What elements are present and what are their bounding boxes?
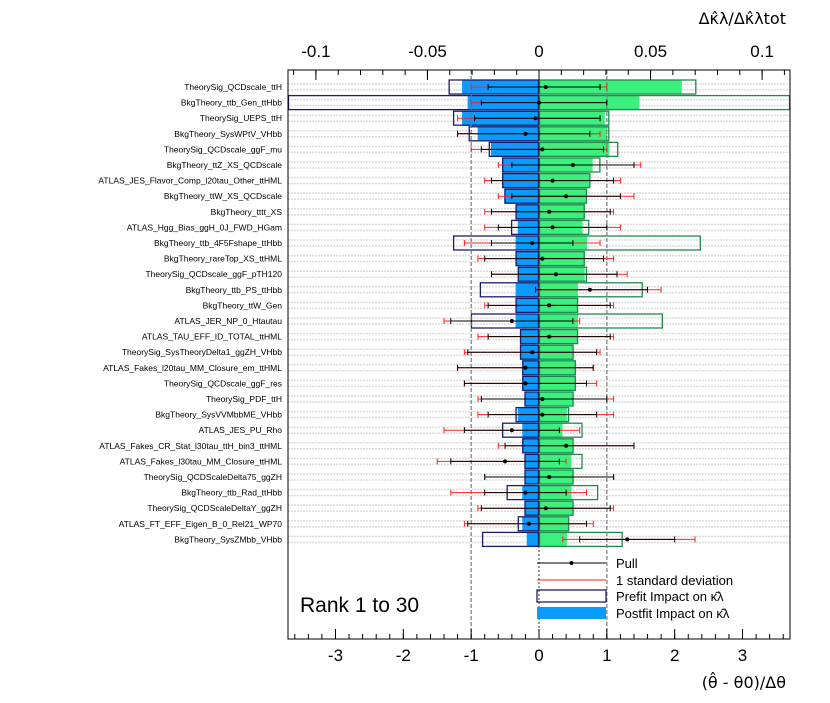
parameter-label: TheorySig_QCDscale_ggF_mu	[164, 144, 282, 154]
pull-marker	[537, 100, 541, 105]
bottom-axis-tick-label: 2	[670, 646, 679, 665]
parameter-label: TheorySig_QCDscale_ttH	[184, 82, 282, 92]
parameter-label: BkgTheory_SysWPtV_VHbb	[174, 129, 282, 139]
pull-marker	[543, 506, 548, 511]
pull-marker	[550, 225, 555, 230]
parameter-label: TheorySig_QCDScaleDelta75_ggZH	[144, 472, 282, 482]
parameter-label: ATLAS_JES_Flavor_Comp_l20tau_Other_ttHML	[98, 176, 282, 186]
top-axis-tick-label: 0.05	[634, 42, 667, 61]
bottom-axis-tick-label: -3	[328, 646, 343, 665]
top-axis-tick-label: -0.05	[408, 42, 447, 61]
legend-label-prefit: Prefit Impact on κ̂λ	[616, 589, 724, 604]
rank-label: Rank 1 to 30	[300, 594, 420, 617]
legend-postfit-symbol	[537, 607, 606, 619]
pull-marker	[543, 85, 548, 89]
legend-label-sigma: 1 standard deviation	[616, 573, 733, 588]
top-axis-tick-label: -0.1	[301, 42, 330, 61]
parameter-label: TheorySig_QCDScaleDeltaY_ggZH	[147, 503, 282, 513]
legend-pull-marker	[569, 561, 574, 565]
parameter-label: BkgTheory_tttt_XS	[211, 207, 283, 217]
pull-marker	[564, 443, 569, 448]
bottom-axis-tick-label: -2	[396, 646, 411, 665]
pull-marker	[547, 303, 552, 308]
top-axis-title: Δκ̂λ/Δκ̂λtot	[699, 9, 786, 28]
parameter-label: BkgTheory_ttb_Gen_ttHbb	[181, 98, 282, 108]
bottom-axis-tick-label: 3	[738, 646, 747, 665]
parameter-label: BkgTheory_SysVVMbbME_VHbb	[155, 410, 282, 420]
pull-marker	[540, 397, 545, 401]
parameter-label: BkgTheory_rareTop_XS_ttHML	[164, 254, 282, 264]
pull-marker	[523, 365, 528, 370]
pull-marker	[550, 178, 555, 183]
pull-marker	[547, 209, 552, 214]
parameter-label: BkgTheory_ttb_PS_ttHbb	[186, 285, 283, 295]
top-axis-tick-label: 0.1	[750, 42, 774, 61]
parameter-label: ATLAS_Fakes_CR_Stat_l30tau_ttH_bin3_ttHM…	[99, 441, 282, 451]
parameter-label: BkgTheory_ttb_Rad_ttHbb	[181, 488, 282, 498]
pull-marker	[553, 272, 558, 277]
pull-marker	[523, 381, 528, 386]
postfit-impact-down	[526, 531, 539, 547]
postfit-impact-up	[539, 531, 567, 547]
parameter-label: BkgTheory_ttZ_XS_QCDscale	[167, 160, 283, 170]
parameter-label: ATLAS_TAU_EFF_ID_TOTAL_ttHML	[142, 332, 282, 342]
pull-marker	[540, 256, 545, 261]
legend-prefit-symbol	[536, 589, 607, 603]
pull-marker	[526, 521, 531, 526]
parameter-label: BkgTheory_SysZMbb_VHbb	[174, 534, 282, 544]
parameter-label: ATLAS_FT_EFF_Eigen_B_0_Rel21_WP70	[119, 519, 283, 529]
pull-marker	[570, 163, 575, 167]
pull-marker	[587, 287, 592, 292]
bottom-axis-tick-label: 0	[534, 646, 543, 665]
parameter-label: BkgTheory_ttb_4F5Fshape_ttHbb	[154, 238, 282, 248]
pull-marker	[540, 412, 545, 417]
pull-marker	[533, 116, 538, 121]
parameter-label: TheorySig_UEPS_ttH	[200, 113, 282, 123]
parameter-label: ATLAS_Hgg_Bias_ggH_0J_FWD_HGam	[127, 222, 282, 232]
parameter-label: TheorySig_QCDscale_ggF_pTH120	[145, 269, 282, 279]
parameter-label: TheorySig_SysTheoryDelta1_ggZH_VHbb	[122, 347, 282, 357]
bottom-axis-tick-label: 1	[602, 646, 611, 665]
pull-marker	[530, 241, 535, 245]
pull-marker	[509, 428, 514, 433]
pull-marker	[540, 147, 545, 152]
postfit-impact-up	[539, 79, 682, 95]
bottom-axis-tick-label: -1	[464, 646, 479, 665]
pull-marker	[523, 490, 528, 495]
pull-marker	[625, 537, 630, 542]
parameter-label: TheorySig_QCDscale_ggF_res	[164, 378, 282, 388]
parameter-label: TheorySig_PDF_ttH	[206, 394, 282, 404]
pull-marker	[564, 194, 569, 199]
pull-marker	[547, 334, 552, 339]
postfit-impact-down	[515, 282, 539, 298]
parameter-label: ATLAS_Fakes_l20tau_MM_Closure_em_ttHML	[103, 363, 282, 373]
pull-marker	[530, 350, 535, 355]
parameter-label: ATLAS_Fakes_l30tau_MM_Closure_ttHML	[120, 456, 283, 466]
parameter-label: ATLAS_JER_NP_0_Htautau	[174, 316, 282, 326]
pull-marker	[547, 475, 552, 479]
pull-marker	[509, 319, 514, 323]
legend-label-postfit: Postfit Impact on κ̂λ	[616, 606, 730, 621]
parameter-label: BkgTheory_ttW_XS_QCDscale	[164, 191, 282, 201]
pull-marker	[523, 131, 528, 136]
legend-label-pull: Pull	[616, 556, 638, 571]
bottom-axis-title: (θ̂ - θ0)/Δθ	[702, 672, 786, 692]
parameter-label: BkgTheory_ttW_Gen	[203, 300, 283, 310]
top-axis-tick-label: 0	[534, 42, 543, 61]
parameter-label: ATLAS_JES_PU_Rho	[199, 425, 283, 435]
pull-marker	[503, 459, 508, 464]
